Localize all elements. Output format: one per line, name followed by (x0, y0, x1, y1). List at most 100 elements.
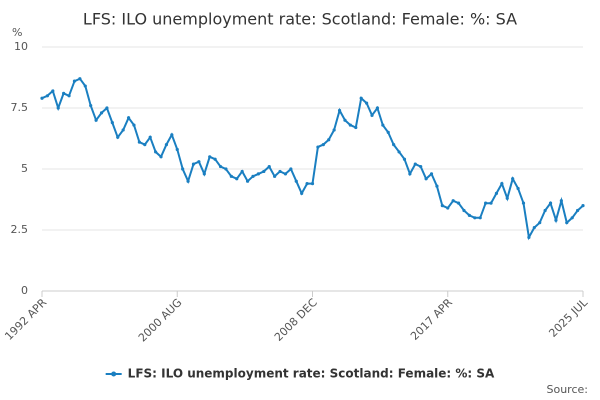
point (148, 135, 152, 139)
point (505, 196, 509, 200)
point (516, 186, 520, 191)
point (413, 162, 417, 166)
point (370, 113, 374, 117)
point (164, 143, 169, 147)
point (56, 106, 60, 110)
point (67, 94, 71, 98)
point (467, 213, 471, 217)
y-axis-label: % (12, 26, 22, 39)
point (197, 160, 201, 164)
point (40, 96, 44, 100)
point (343, 118, 347, 122)
point (337, 108, 342, 113)
point (116, 135, 120, 139)
point (294, 179, 298, 183)
point (202, 172, 206, 176)
point (402, 157, 407, 161)
point (538, 221, 542, 225)
point (381, 123, 385, 127)
point (565, 221, 569, 225)
point (181, 167, 185, 171)
y-tick-label: 2.5 (11, 223, 29, 236)
line (41, 77, 584, 241)
x-tick-label: 2000 AUG (136, 296, 185, 345)
source: Source: (547, 383, 589, 396)
point (121, 128, 125, 132)
point (143, 143, 147, 147)
point (310, 182, 315, 186)
point (278, 169, 282, 174)
point (543, 208, 547, 213)
point (191, 162, 196, 166)
point (283, 172, 288, 176)
x-tick-label: 2025 JUL (546, 295, 590, 339)
point (419, 164, 423, 169)
point (478, 216, 482, 220)
point (489, 201, 493, 205)
point (386, 130, 390, 134)
point (45, 94, 50, 98)
point (256, 172, 260, 176)
point (235, 177, 239, 181)
point (354, 125, 358, 130)
y-tick-label: 0 (21, 284, 28, 297)
legend-marker (111, 371, 117, 377)
point (105, 106, 109, 110)
point (397, 150, 401, 154)
point (213, 157, 217, 161)
y-tick-label: 10 (14, 40, 28, 53)
point (332, 128, 336, 132)
point (218, 164, 223, 169)
point (110, 121, 114, 125)
point (500, 182, 504, 186)
point (132, 123, 136, 127)
point (581, 204, 585, 208)
point (175, 147, 179, 152)
point (359, 96, 363, 100)
point (51, 89, 55, 93)
point (78, 77, 82, 81)
point (392, 143, 396, 147)
point (446, 206, 450, 210)
point (170, 133, 174, 137)
point (462, 208, 466, 213)
point (289, 167, 293, 171)
point (94, 118, 98, 122)
point (321, 143, 325, 147)
point (435, 184, 439, 188)
point (456, 201, 461, 205)
point (159, 155, 163, 159)
point (126, 116, 131, 120)
x-tick-label: 2008 DEC (272, 296, 320, 344)
point (424, 177, 428, 181)
point (305, 182, 309, 186)
point (224, 167, 228, 171)
point (554, 218, 558, 222)
point (72, 79, 77, 83)
point (511, 177, 515, 181)
point (375, 106, 380, 110)
point (89, 103, 93, 108)
point (262, 169, 266, 174)
point (527, 235, 531, 239)
point (251, 174, 255, 178)
point (348, 123, 352, 127)
point (62, 91, 66, 95)
point (267, 164, 271, 169)
point (484, 201, 488, 205)
point (327, 138, 331, 142)
point (532, 225, 536, 230)
legend-label: LFS: ILO unemployment rate: Scotland: Fe… (128, 367, 495, 381)
point (186, 179, 190, 183)
point (473, 216, 477, 220)
point (440, 204, 444, 208)
x-tick-label: 2017 APR (408, 296, 455, 343)
point (365, 101, 369, 105)
chart-title: LFS: ILO unemployment rate: Scotland: Fe… (83, 10, 517, 29)
point (575, 208, 580, 213)
point (570, 216, 574, 220)
point (208, 155, 212, 159)
point (521, 201, 526, 205)
point (300, 191, 304, 195)
point (273, 174, 277, 178)
